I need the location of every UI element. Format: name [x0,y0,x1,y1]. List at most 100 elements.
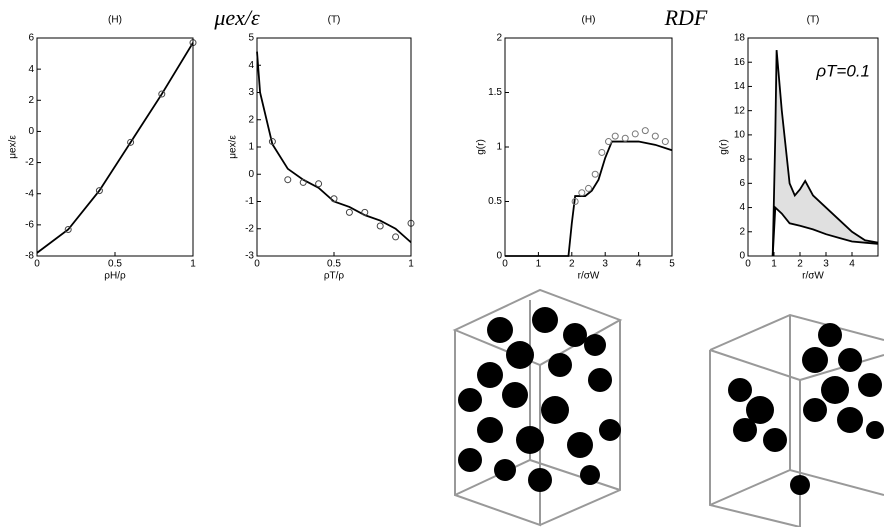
marker [571,198,579,205]
y-tick-label: -3 [245,251,254,262]
chart-title: (H) [108,15,122,26]
y-tick-label: 0 [248,169,254,180]
marker [641,127,649,135]
marker [578,189,586,197]
x-axis-label: r/σW [578,271,600,282]
x-tick-label: 0.5 [327,259,341,270]
x-axis-label: ρH/ρ [104,271,126,282]
y-tick-label: 12 [734,105,746,116]
marker [284,176,292,184]
x-tick-label: 2 [797,259,803,270]
x-tick-label: 1 [408,259,414,270]
heading: μex/ε [213,5,260,30]
y-tick-label: 5 [248,33,254,44]
x-axis-label: ρT/ρ [324,271,345,282]
marker [64,226,72,234]
x-tick-label: 0 [745,259,751,270]
marker [621,134,629,142]
x-tick-label: 1 [771,259,777,270]
y-tick-label: 4 [248,60,254,71]
marker [585,184,592,192]
x-tick-label: 0.5 [108,259,122,270]
x-axis-label: r/σW [802,271,824,282]
y-tick-label: -4 [25,188,34,199]
x-tick-label: 5 [669,259,675,270]
y-tick-label: 2 [496,33,502,44]
y-tick-label: 0 [28,126,34,137]
y-tick-label: 4 [739,202,745,213]
line [505,140,673,257]
y-tick-label: 10 [734,130,746,141]
marker [127,138,135,146]
y-tick-label: 1.5 [488,87,502,98]
plot-frame [747,37,879,257]
chart-title: (H) [582,15,596,26]
line [771,50,879,257]
y-tick-label: -2 [245,223,254,234]
marker [605,138,613,146]
spheres-h [458,307,621,492]
x-tick-label: 0 [254,259,260,270]
y-tick-label: -1 [245,196,254,207]
x-tick-label: 1 [536,259,542,270]
box-edges [452,288,623,527]
marker [611,132,619,140]
y-tick-label: 2 [248,114,254,125]
y-tick-label: 6 [739,178,745,189]
annotation: ρT=0.1 [815,61,870,80]
line [771,205,879,257]
y-axis-label: μex/ε [228,135,239,159]
y-tick-label: 8 [739,154,745,165]
chart-title: (T) [328,15,341,26]
line [36,42,194,254]
y-tick-label: 1 [248,142,254,153]
marker [345,208,353,216]
plot-frame [36,37,194,257]
y-tick-label: 1 [496,142,502,153]
y-tick-label: 2 [739,226,745,237]
y-tick-label: 18 [734,33,746,44]
y-tick-label: 16 [734,57,746,68]
x-tick-label: 3 [823,259,829,270]
x-tick-label: 3 [602,259,608,270]
y-tick-label: 0.5 [488,196,502,207]
marker [661,138,669,146]
y-tick-label: 6 [28,33,34,44]
y-axis-label: μex/ε [8,135,19,159]
y-tick-label: 0 [739,251,745,262]
chart: (H) 0 0.5 1 1.5 2 0 1 2 3 4 5 r/σW g(r) [476,15,676,282]
x-tick-label: 4 [849,259,855,270]
x-tick-label: 0 [502,259,508,270]
marker [392,233,400,241]
y-tick-label: 0 [496,251,502,262]
y-axis-label: g(r) [719,139,730,155]
x-tick-label: 2 [569,259,575,270]
marker [158,90,166,98]
marker [330,195,338,203]
marker [361,208,369,216]
marker [95,187,103,195]
marker [315,180,323,188]
spheres-t [728,323,884,495]
x-tick-label: 1 [190,259,196,270]
marker [376,222,384,230]
snapshot-h [452,288,623,527]
y-tick-label: -2 [25,157,34,168]
line [256,51,412,244]
chart: (H) -8 -6 -4 -2 0 2 4 6 0 0.5 1 ρH/ρ μex/ε [8,15,197,282]
chart-title: (T) [807,15,820,26]
marker [598,148,606,156]
marker [591,170,599,178]
marker [299,178,307,186]
plot-frame [256,37,412,257]
marker [268,138,276,146]
y-axis-label: g(r) [476,139,487,155]
y-tick-label: 2 [28,95,34,106]
y-tick-label: 4 [28,64,34,75]
y-tick-label: 3 [248,87,254,98]
x-tick-label: 0 [34,259,40,270]
marker [651,132,659,140]
marker [631,130,639,138]
